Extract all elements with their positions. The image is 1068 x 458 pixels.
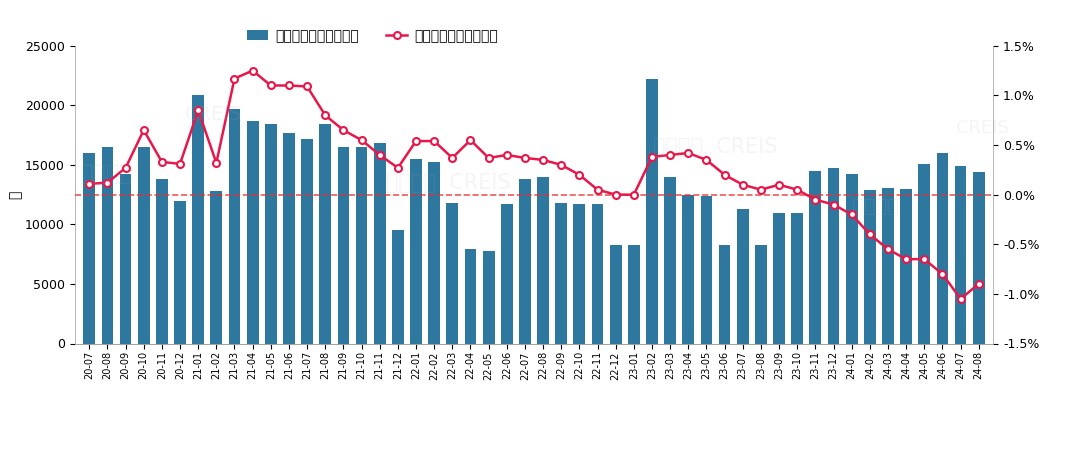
Bar	[446, 203, 458, 344]
Bar	[900, 189, 912, 344]
Bar	[519, 179, 531, 344]
Bar	[247, 121, 258, 344]
Bar	[701, 196, 712, 344]
Bar	[174, 201, 186, 344]
Bar	[301, 139, 313, 344]
Text: 中指数据  CREIS: 中指数据 CREIS	[654, 136, 778, 157]
Bar	[210, 191, 222, 344]
Bar	[628, 245, 640, 344]
Bar	[229, 109, 240, 344]
Bar	[374, 143, 386, 344]
Bar	[501, 204, 513, 344]
Bar	[737, 209, 749, 344]
Bar	[664, 177, 676, 344]
Bar	[138, 147, 150, 344]
Bar	[592, 204, 603, 344]
Bar	[120, 174, 131, 344]
Bar	[864, 190, 876, 344]
Bar	[791, 213, 803, 344]
Bar	[483, 251, 494, 344]
Bar	[319, 125, 331, 344]
Text: 中指数据  CREIS: 中指数据 CREIS	[387, 173, 511, 193]
Bar	[973, 172, 985, 344]
Bar	[101, 147, 113, 344]
Bar	[337, 147, 349, 344]
Legend: 北京二手住宅成交套数, 北京二手住宅价格环比: 北京二手住宅成交套数, 北京二手住宅价格环比	[247, 29, 498, 43]
Y-axis label: 套: 套	[9, 191, 22, 199]
Bar	[465, 250, 476, 344]
Bar	[810, 171, 821, 344]
Bar	[610, 245, 622, 344]
Bar	[83, 153, 95, 344]
Text: 中指数据: 中指数据	[852, 196, 899, 216]
Bar	[773, 213, 785, 344]
Bar	[755, 245, 767, 344]
Bar	[719, 245, 731, 344]
Bar	[937, 153, 948, 344]
Text: CREIS: CREIS	[956, 119, 1009, 137]
Bar	[156, 179, 168, 344]
Bar	[918, 164, 930, 344]
Bar	[882, 187, 894, 344]
Bar	[356, 147, 367, 344]
Bar	[192, 95, 204, 344]
Bar	[846, 174, 858, 344]
Bar	[392, 230, 404, 344]
Bar	[955, 166, 967, 344]
Bar	[828, 169, 839, 344]
Bar	[283, 133, 295, 344]
Bar	[410, 159, 422, 344]
Text: CREIS: CREIS	[185, 105, 242, 124]
Bar	[537, 177, 549, 344]
Bar	[265, 125, 277, 344]
Bar	[646, 79, 658, 343]
Bar	[574, 204, 585, 344]
Bar	[555, 203, 567, 344]
Bar	[682, 195, 694, 344]
Text: 中指数据: 中指数据	[80, 164, 134, 184]
Bar	[428, 163, 440, 344]
